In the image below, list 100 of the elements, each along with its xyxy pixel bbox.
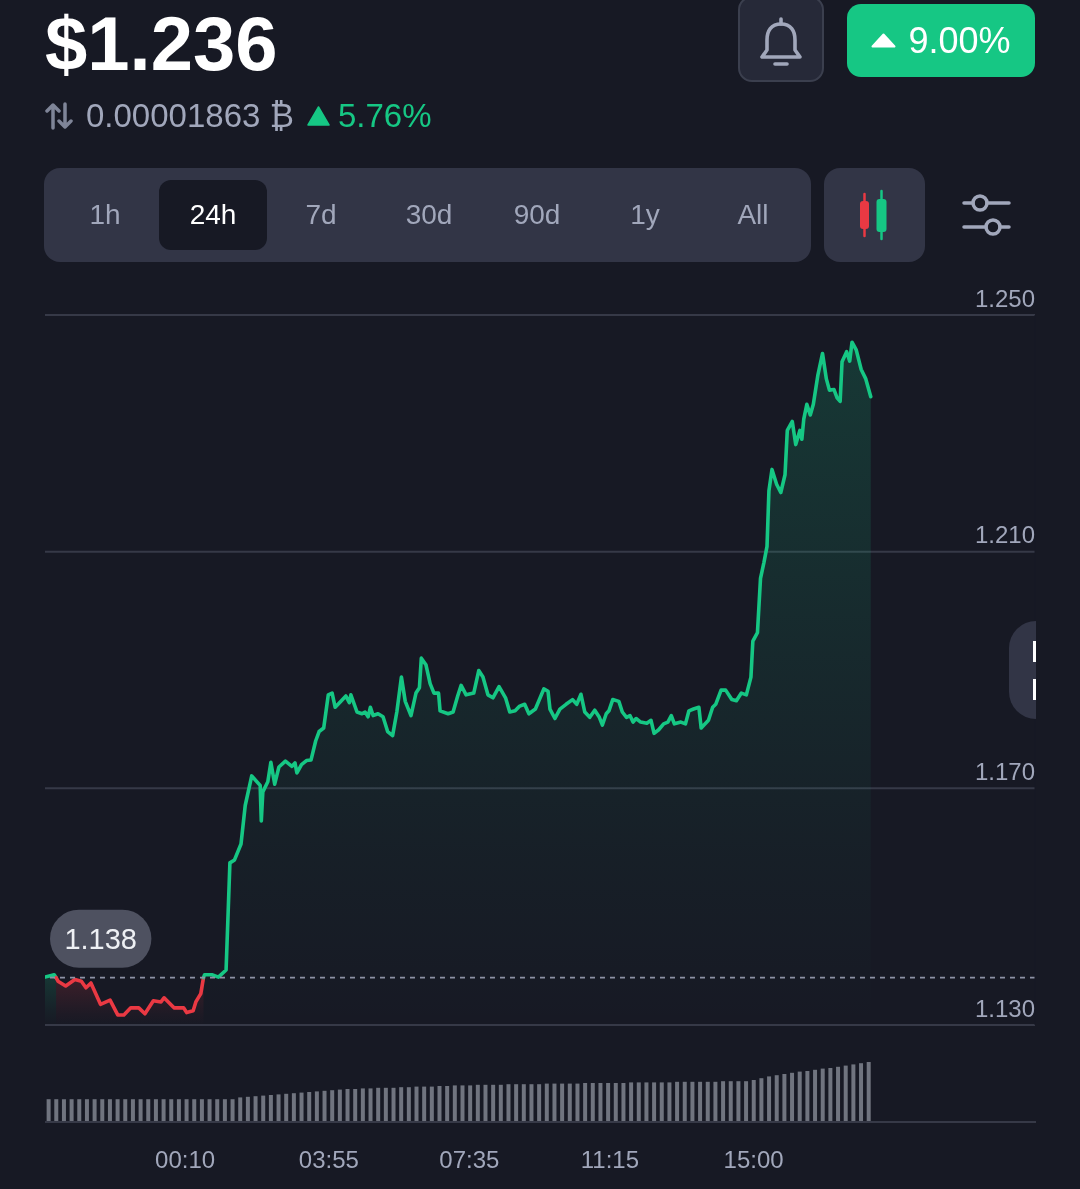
bar [836, 1066, 841, 1122]
bar [690, 1081, 695, 1122]
bar [345, 1089, 350, 1122]
bar [698, 1081, 703, 1122]
bar [123, 1099, 128, 1122]
x-tick-label: 07:35 [439, 1145, 500, 1173]
bar [751, 1080, 756, 1122]
bar [61, 1099, 66, 1122]
bar [797, 1071, 802, 1122]
bar [606, 1083, 611, 1122]
bar [774, 1075, 779, 1122]
bar [399, 1087, 404, 1122]
bar [468, 1085, 473, 1122]
bar [452, 1085, 457, 1122]
bar [54, 1099, 59, 1122]
bar [276, 1094, 281, 1122]
chart-title: $1.236 [45, 1, 278, 86]
bar [483, 1084, 488, 1122]
bar [46, 1099, 51, 1122]
bar [376, 1087, 381, 1122]
bar [307, 1092, 312, 1122]
bar [422, 1086, 427, 1122]
bar [590, 1083, 595, 1122]
bar [146, 1099, 151, 1122]
bar [245, 1096, 250, 1122]
x-tick-label: 00:10 [155, 1145, 216, 1173]
bar [169, 1099, 174, 1122]
bar [192, 1099, 197, 1122]
bar [299, 1092, 304, 1122]
bar [644, 1082, 649, 1122]
bar [437, 1086, 442, 1122]
bar [391, 1087, 396, 1122]
bar [759, 1078, 764, 1122]
bar [368, 1088, 373, 1122]
bar [107, 1099, 112, 1122]
bar [222, 1099, 227, 1122]
bar [268, 1095, 273, 1122]
bar [659, 1082, 664, 1122]
bar [705, 1081, 710, 1122]
bar [383, 1087, 388, 1122]
bar [414, 1086, 419, 1122]
tab-bar: 1h 24h 7d 30d 90d 1y All [44, 168, 811, 262]
bar [851, 1064, 856, 1122]
bar [253, 1096, 258, 1122]
ref-line-label: 1.138 [64, 922, 137, 955]
bar [629, 1082, 634, 1122]
bar [84, 1099, 89, 1122]
bar [460, 1085, 465, 1122]
bar [598, 1083, 603, 1122]
bar [77, 1099, 82, 1122]
x-tick-label: 03:55 [298, 1145, 359, 1173]
bar [475, 1084, 480, 1122]
bar [583, 1083, 588, 1122]
bar [713, 1081, 718, 1122]
bar [130, 1099, 135, 1122]
bar [782, 1074, 787, 1122]
bar [230, 1099, 235, 1122]
bar [506, 1084, 511, 1122]
bar [138, 1099, 143, 1122]
bar [682, 1081, 687, 1122]
bar [284, 1093, 289, 1122]
bar [736, 1081, 741, 1122]
bar [744, 1081, 749, 1122]
bar [445, 1086, 450, 1122]
chart-subtitle: 0.00001863 ₿ [86, 97, 294, 134]
bar [238, 1097, 243, 1122]
y-tick-label: 1.130 [974, 994, 1035, 1022]
bar [291, 1093, 296, 1122]
y-tick-label: 1.210 [974, 521, 1035, 549]
bar [521, 1084, 526, 1122]
bar [100, 1099, 105, 1122]
bar [544, 1083, 549, 1122]
bar [560, 1083, 565, 1122]
bar [314, 1091, 319, 1122]
bar [429, 1086, 434, 1122]
bar [498, 1084, 503, 1122]
bar [667, 1082, 672, 1122]
bar [820, 1068, 825, 1122]
bar [813, 1069, 818, 1122]
bar [828, 1068, 833, 1122]
bar [866, 1062, 871, 1122]
y-tick-label: 1.250 [974, 284, 1035, 312]
text: 5.76% [337, 97, 432, 134]
bar [353, 1089, 358, 1122]
bar [529, 1084, 534, 1122]
bar [199, 1099, 204, 1122]
bar [184, 1099, 189, 1122]
bar [215, 1099, 220, 1122]
bar [805, 1071, 810, 1122]
bar [161, 1099, 166, 1122]
bar [176, 1099, 181, 1122]
bar [207, 1099, 212, 1122]
x-tick-label: 11:15 [580, 1145, 639, 1173]
bar [790, 1072, 795, 1122]
x-tick-label: 15:00 [723, 1145, 784, 1173]
bar [360, 1088, 365, 1122]
bar [575, 1083, 580, 1122]
bar [537, 1084, 542, 1122]
bar [115, 1099, 120, 1122]
selected-tab: 24h [159, 180, 267, 250]
